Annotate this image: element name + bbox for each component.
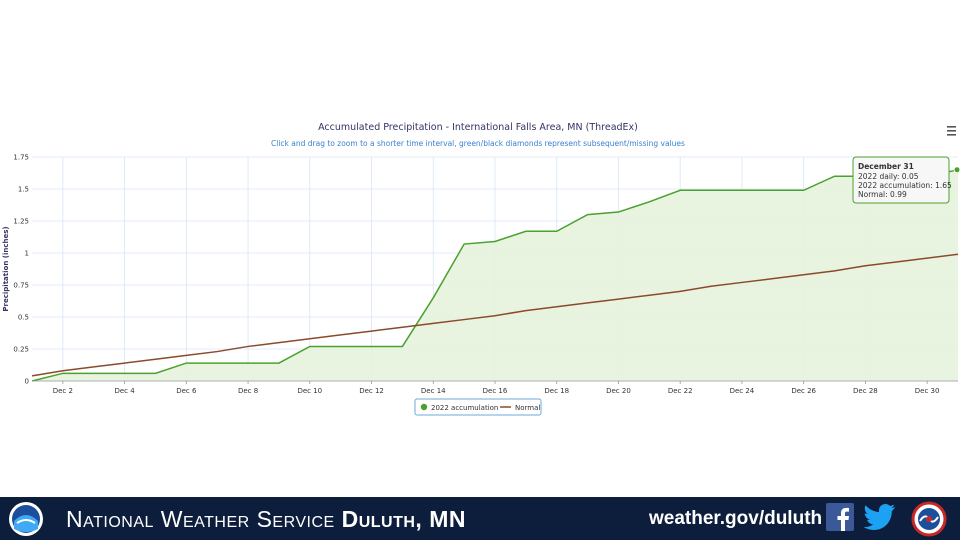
x-tick-label: Dec 12 [359, 387, 384, 395]
legend-marker-2022 [420, 403, 428, 411]
tooltip-line-accumulation: 2022 accumulation: 1.65 [858, 181, 952, 190]
tooltip: December 31 2022 daily: 0.05 2022 accumu… [852, 156, 952, 204]
y-tick-label: 1 [25, 250, 29, 258]
x-tick-label: Dec 30 [915, 387, 940, 395]
hamburger-menu-icon [947, 126, 956, 136]
series-lines [31, 166, 960, 382]
y-tick-label: 1.25 [13, 218, 29, 226]
x-tick-label: Dec 14 [421, 387, 446, 395]
hover-point-marker [953, 166, 960, 174]
x-tick-label: Dec 22 [668, 387, 693, 395]
tooltip-line-normal: Normal: 0.99 [858, 190, 907, 199]
x-tick-label: Dec 26 [791, 387, 816, 395]
chart-subtitle: Click and drag to zoom to a shorter time… [271, 139, 685, 148]
chart-menu-button[interactable] [944, 124, 958, 138]
tooltip-line-daily: 2022 daily: 0.05 [858, 172, 919, 181]
footer-brand: National Weather Service Duluth, MN [66, 506, 466, 533]
y-tick-label: 0.25 [13, 346, 29, 354]
legend[interactable]: 2022 accumulation Normal [414, 398, 542, 416]
x-tick-label: Dec 24 [730, 387, 755, 395]
y-axis-label: Precipitation (inches) [2, 226, 10, 311]
accumulation-area [32, 169, 958, 381]
noaa-logo[interactable] [8, 501, 44, 537]
legend-label-2022: 2022 accumulation [431, 404, 498, 412]
footer-url[interactable]: weather.gov/duluth [649, 508, 823, 529]
y-tick-label: 0 [25, 378, 29, 386]
footer-brand-prefix: National Weather Service [66, 506, 335, 532]
y-tick-label: 0.5 [18, 314, 29, 322]
y-axis-ticks: 0 0.25 0.5 0.75 1 1.25 1.5 1.75 [13, 154, 29, 386]
series-line-1 [31, 253, 959, 377]
legend-item-normal[interactable]: Normal [500, 404, 540, 412]
legend-item-2022-accumulation[interactable]: 2022 accumulation [420, 403, 499, 412]
nws-footer-banner: National Weather Service Duluth, MN weat… [0, 497, 960, 540]
x-tick-label: Dec 4 [114, 387, 135, 395]
x-axis-ticks: Dec 2 Dec 4 Dec 6 Dec 8 Dec 10 Dec 12 Dec 14 De… [53, 381, 940, 395]
legend-label-normal: Normal [515, 404, 540, 412]
x-tick-label: Dec 10 [297, 387, 322, 395]
y-tick-label: 1.5 [18, 186, 29, 194]
footer-brand-location: Duluth, MN [341, 506, 466, 532]
x-tick-label: Dec 6 [176, 387, 197, 395]
y-tick-label: 1.75 [13, 154, 29, 162]
twitter-icon[interactable] [864, 503, 896, 531]
y-tick-label: 0.75 [13, 282, 29, 290]
x-tick-label: Dec 2 [53, 387, 73, 395]
precipitation-chart[interactable]: Accumulated Precipitation - Internationa… [0, 110, 960, 420]
series-line-0 [31, 169, 959, 382]
x-tick-label: Dec 20 [606, 387, 631, 395]
facebook-icon[interactable] [826, 503, 854, 531]
x-tick-label: Dec 18 [544, 387, 569, 395]
x-tick-label: Dec 28 [853, 387, 878, 395]
tooltip-title: December 31 [858, 162, 914, 171]
nws-logo[interactable] [911, 501, 947, 537]
x-tick-label: Dec 8 [238, 387, 258, 395]
x-tick-label: Dec 16 [483, 387, 508, 395]
series-area-0 [32, 169, 958, 381]
chart-title: Accumulated Precipitation - Internationa… [318, 122, 638, 133]
